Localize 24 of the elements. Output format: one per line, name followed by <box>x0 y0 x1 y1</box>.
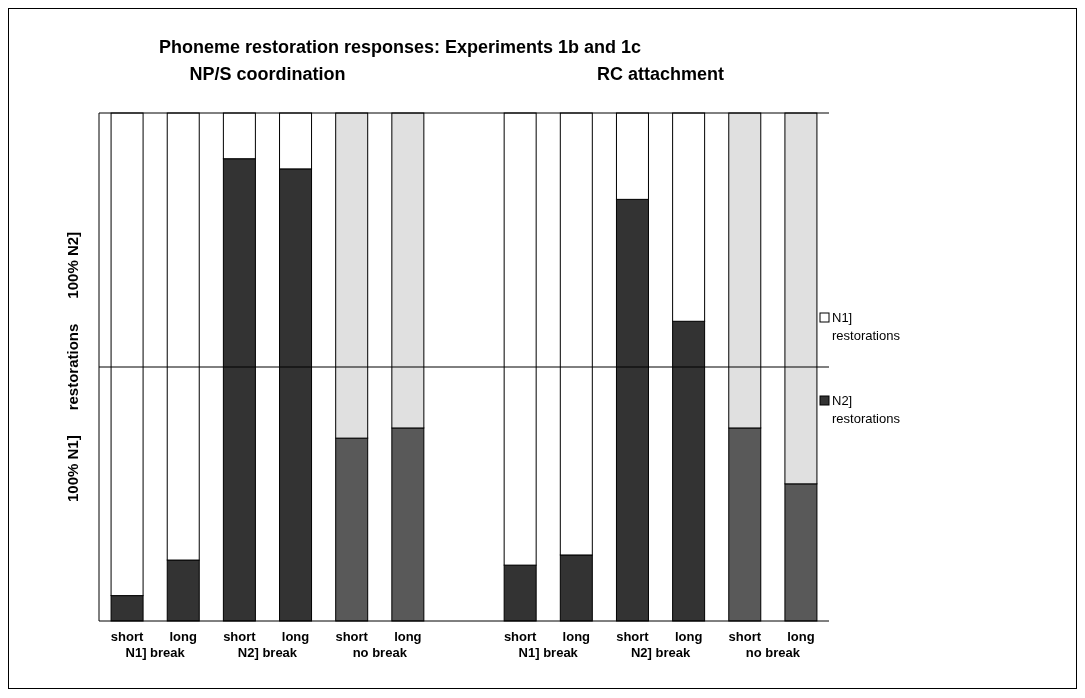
x-tick-label: short <box>503 629 538 644</box>
legend-label: N1] restorations <box>832 310 901 343</box>
text: N2] break <box>630 645 691 660</box>
x-tick-label: long <box>787 629 815 644</box>
text: NP/S coordination <box>189 64 346 84</box>
text: N2] break <box>237 645 298 660</box>
chart-title: Phoneme restoration responses: Experiments 1b and 1c <box>158 37 642 57</box>
x-tick-label: long <box>394 629 422 644</box>
x-tick-label: long <box>169 629 198 644</box>
text: no break <box>352 645 408 660</box>
y-axis-title: 100% N1] restorations 100% N2] <box>64 231 81 503</box>
x-tick-label: long <box>281 629 310 644</box>
x-tick-label: long <box>674 629 703 644</box>
x-tick-label: short <box>335 629 369 644</box>
x-tick-label: short <box>110 629 144 644</box>
x-tick-label: long <box>562 629 591 644</box>
legend-label: N2] restorations <box>832 393 901 426</box>
x-tick-label: short <box>728 629 762 644</box>
text: RC attachment <box>597 64 725 84</box>
text: no break <box>745 645 801 660</box>
x-tick-label: short <box>223 629 257 644</box>
x-tick-label: short <box>616 629 650 644</box>
text: N1] break <box>125 645 186 660</box>
text: N1] break <box>518 645 579 660</box>
